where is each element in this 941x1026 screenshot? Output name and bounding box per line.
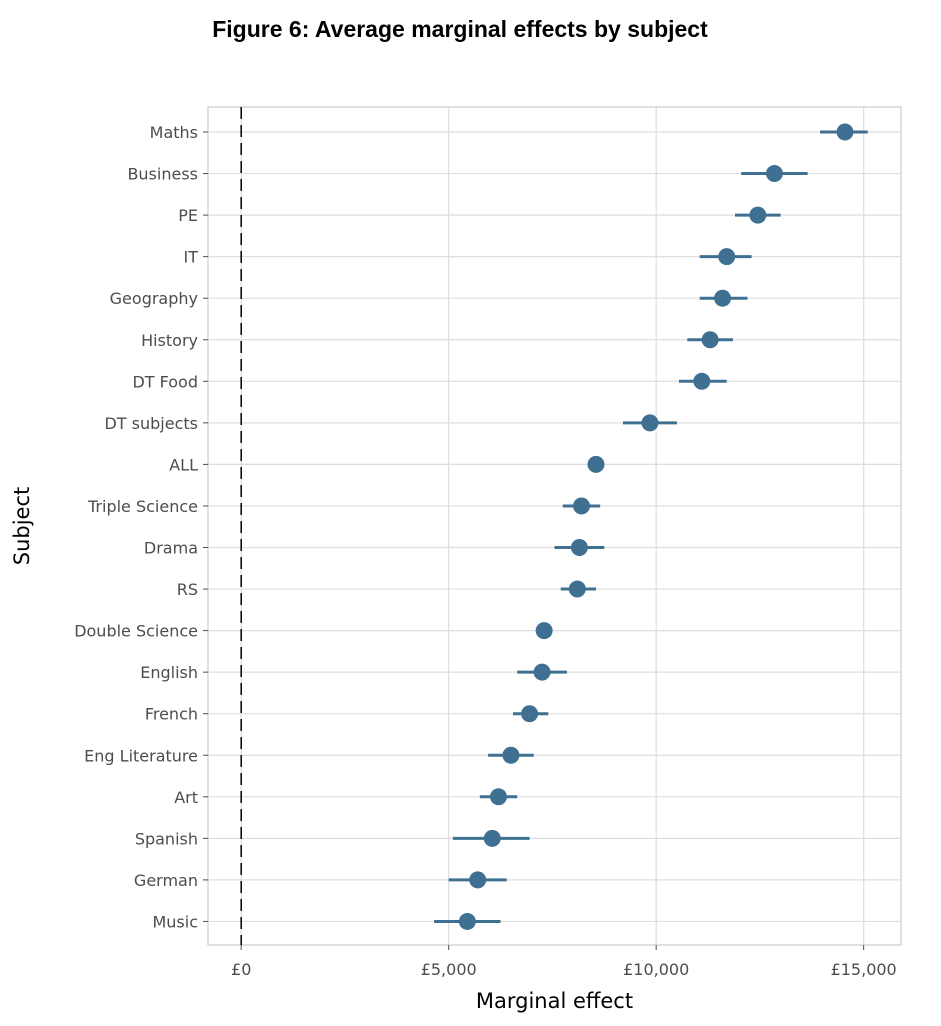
data-point: [570, 539, 588, 556]
x-tick-label: £10,000: [623, 960, 689, 979]
y-tick-label: RS: [177, 580, 198, 599]
chart-title: Figure 6: Average marginal effects by su…: [212, 16, 708, 42]
data-point: [533, 663, 551, 681]
y-tick-label: DT subjects: [104, 414, 198, 433]
y-axis-ticks: Maths Business PE IT Geography History DT Food…: [74, 123, 208, 931]
y-tick-label: English: [140, 663, 198, 682]
y-axis-title: Subject: [10, 487, 34, 566]
data-point: [765, 165, 783, 183]
y-tick-label: Double Science: [74, 622, 198, 641]
y-tick-label: Spanish: [135, 829, 198, 848]
y-tick-label: Geography: [110, 289, 198, 308]
data-point: [836, 123, 854, 141]
data-point: [458, 912, 476, 930]
x-tick-label: £5,000: [421, 960, 477, 979]
grid: [208, 107, 901, 945]
data-point: [587, 455, 605, 473]
y-tick-label: Triple Science: [87, 497, 198, 516]
y-tick-label: Business: [127, 165, 198, 184]
y-tick-label: Music: [152, 912, 198, 931]
points: [458, 123, 854, 930]
data-point: [489, 788, 507, 806]
y-tick-label: Art: [174, 788, 198, 807]
data-point: [502, 746, 520, 764]
y-tick-label: Drama: [144, 539, 198, 558]
y-tick-label: French: [145, 705, 198, 724]
data-point: [483, 829, 501, 847]
x-axis-ticks: £0 £5,000 £10,000 £15,000: [231, 945, 897, 979]
data-point: [568, 580, 586, 598]
y-tick-label: IT: [184, 248, 199, 267]
y-tick-label: German: [134, 871, 198, 890]
data-point: [701, 331, 719, 349]
data-point: [469, 871, 487, 889]
data-point: [535, 622, 553, 640]
x-tick-label: £15,000: [831, 960, 897, 979]
y-tick-label: Maths: [150, 123, 198, 142]
y-tick-label: ALL: [169, 455, 198, 474]
y-tick-label: History: [141, 331, 198, 350]
data-point: [641, 414, 659, 432]
y-tick-label: PE: [178, 206, 198, 225]
x-tick-label: £0: [231, 960, 251, 979]
y-tick-label: Eng Literature: [84, 746, 198, 765]
data-point: [714, 289, 732, 307]
data-point: [749, 206, 767, 224]
plot-frame: [207, 106, 902, 946]
y-tick-label: DT Food: [132, 372, 198, 391]
data-point: [572, 497, 590, 515]
x-axis-title: Marginal effect: [476, 989, 633, 1013]
data-point: [693, 372, 711, 390]
data-point: [718, 248, 736, 266]
data-point: [521, 705, 539, 723]
